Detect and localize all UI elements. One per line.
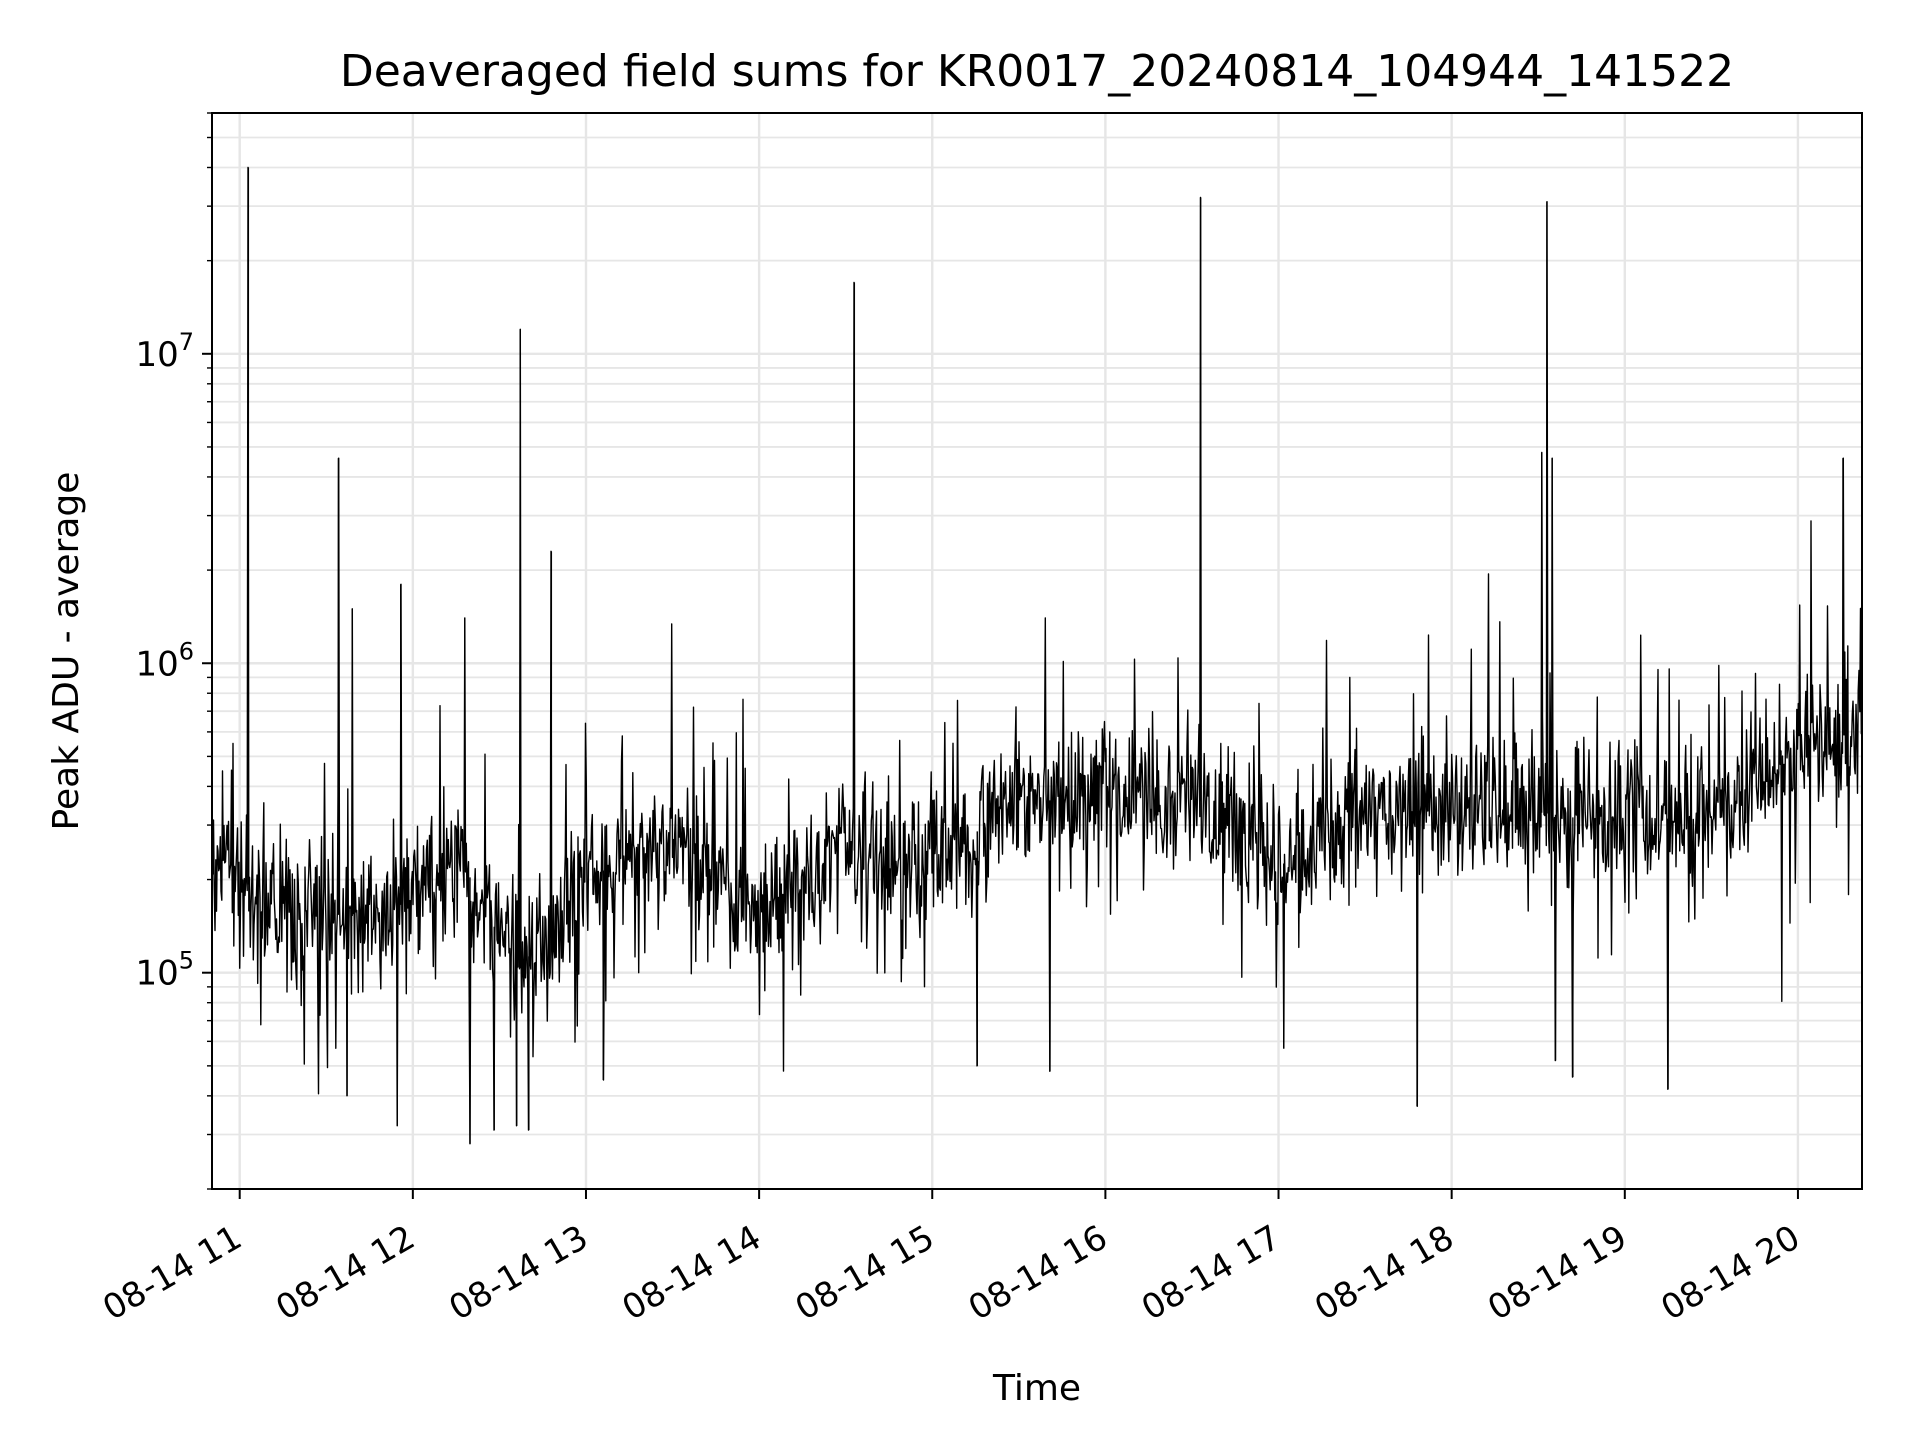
series-layer xyxy=(211,166,1863,1145)
plot-frame xyxy=(211,112,1863,1190)
y-tick-label: 106 xyxy=(135,637,194,684)
y-tick-label: 105 xyxy=(135,947,194,994)
y-axis-label: Peak ADU - average xyxy=(46,472,87,831)
chart-title: Deaveraged field sums for KR0017_2024081… xyxy=(340,46,1734,97)
series-line xyxy=(211,166,1863,1145)
y-tick-label: 107 xyxy=(135,328,194,375)
x-axis-label: Time xyxy=(992,1368,1081,1409)
grid xyxy=(212,112,1862,1190)
